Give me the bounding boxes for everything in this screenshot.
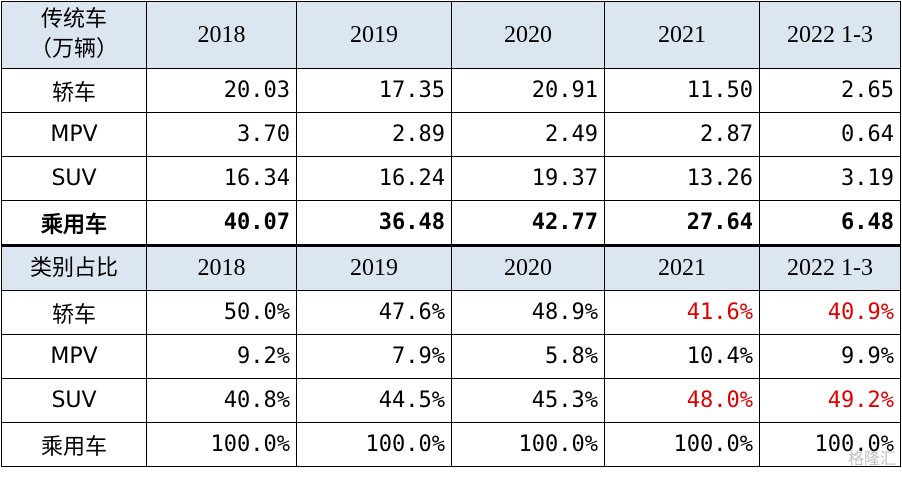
table-row: 轿车 50.0% 47.6% 48.9% 41.6% 40.9% bbox=[1, 290, 901, 335]
cell-value: 6.48 bbox=[759, 200, 901, 246]
table-row: 乘用车 100.0% 100.0% 100.0% 100.0% 100.0% bbox=[1, 422, 901, 467]
table-row: SUV 16.34 16.24 19.37 13.26 3.19 bbox=[1, 156, 901, 201]
cell-value: 20.91 bbox=[451, 68, 605, 113]
cell-value: 2.87 bbox=[604, 112, 760, 157]
cell-value: 16.24 bbox=[296, 156, 452, 201]
cell-value: 36.48 bbox=[296, 200, 452, 246]
row-label: 轿车 bbox=[1, 290, 147, 335]
year-header: 2020 bbox=[451, 244, 605, 291]
row-label: MPV bbox=[1, 334, 147, 379]
row-label: 乘用车 bbox=[1, 200, 147, 246]
cell-value-highlighted: 40.9% bbox=[759, 290, 901, 335]
cell-value: 100.0% bbox=[604, 422, 760, 467]
table-row: MPV 9.2% 7.9% 5.8% 10.4% 9.9% bbox=[1, 334, 901, 379]
cell-value: 100.0% bbox=[296, 422, 452, 467]
year-header: 2022 1-3 bbox=[759, 1, 901, 69]
year-header: 2021 bbox=[604, 1, 760, 69]
cell-value: 48.9% bbox=[451, 290, 605, 335]
row-label: 轿车 bbox=[1, 68, 147, 113]
cell-value: 40.07 bbox=[146, 200, 297, 246]
table-row: SUV 40.8% 44.5% 45.3% 48.0% 49.2% bbox=[1, 378, 901, 423]
cell-value-highlighted: 41.6% bbox=[604, 290, 760, 335]
year-header: 2018 bbox=[146, 244, 297, 291]
cell-value: 100.0% bbox=[146, 422, 297, 467]
cell-value: 50.0% bbox=[146, 290, 297, 335]
cell-value: 47.6% bbox=[296, 290, 452, 335]
cell-value: 3.70 bbox=[146, 112, 297, 157]
cell-value: 42.77 bbox=[451, 200, 605, 246]
year-header: 2019 bbox=[296, 1, 452, 69]
table-row: 轿车 20.03 17.35 20.91 11.50 2.65 bbox=[1, 68, 901, 113]
section1-header-label: 传统车 （万辆） bbox=[1, 1, 147, 69]
cell-value: 27.64 bbox=[604, 200, 760, 246]
total-row: 乘用车 40.07 36.48 42.77 27.64 6.48 bbox=[1, 200, 901, 246]
year-header: 2018 bbox=[146, 1, 297, 69]
cell-value: 13.26 bbox=[604, 156, 760, 201]
cell-value: 2.65 bbox=[759, 68, 901, 113]
cell-value: 10.4% bbox=[604, 334, 760, 379]
row-label: MPV bbox=[1, 112, 147, 157]
data-table: 传统车 （万辆） 2018 2019 2020 2021 2022 1-3 轿车… bbox=[1, 1, 901, 467]
year-header: 2021 bbox=[604, 244, 760, 291]
cell-value: 40.8% bbox=[146, 378, 297, 423]
year-header: 2019 bbox=[296, 244, 452, 291]
row-label: SUV bbox=[1, 378, 147, 423]
cell-value-highlighted: 49.2% bbox=[759, 378, 901, 423]
cell-value: 20.03 bbox=[146, 68, 297, 113]
cell-value: 100.0% bbox=[451, 422, 605, 467]
cell-value: 2.49 bbox=[451, 112, 605, 157]
cell-value: 16.34 bbox=[146, 156, 297, 201]
section2-header-row: 类别占比 2018 2019 2020 2021 2022 1-3 bbox=[1, 244, 901, 291]
row-label: 乘用车 bbox=[1, 422, 147, 467]
cell-value: 7.9% bbox=[296, 334, 452, 379]
section1-header-row: 传统车 （万辆） 2018 2019 2020 2021 2022 1-3 bbox=[1, 1, 901, 69]
year-header: 2022 1-3 bbox=[759, 244, 901, 291]
section2-header-label: 类别占比 bbox=[1, 244, 147, 291]
row-label: SUV bbox=[1, 156, 147, 201]
cell-value: 0.64 bbox=[759, 112, 901, 157]
cell-value: 100.0% bbox=[759, 422, 901, 467]
cell-value: 5.8% bbox=[451, 334, 605, 379]
cell-value: 19.37 bbox=[451, 156, 605, 201]
cell-value: 11.50 bbox=[604, 68, 760, 113]
cell-value-highlighted: 48.0% bbox=[604, 378, 760, 423]
cell-value: 9.9% bbox=[759, 334, 901, 379]
cell-value: 17.35 bbox=[296, 68, 452, 113]
cell-value: 44.5% bbox=[296, 378, 452, 423]
watermark-text: 格隆汇 bbox=[847, 449, 896, 468]
cell-value: 2.89 bbox=[296, 112, 452, 157]
year-header: 2020 bbox=[451, 1, 605, 69]
cell-value: 3.19 bbox=[759, 156, 901, 201]
table-row: MPV 3.70 2.89 2.49 2.87 0.64 bbox=[1, 112, 901, 157]
cell-value: 45.3% bbox=[451, 378, 605, 423]
cell-value: 9.2% bbox=[146, 334, 297, 379]
